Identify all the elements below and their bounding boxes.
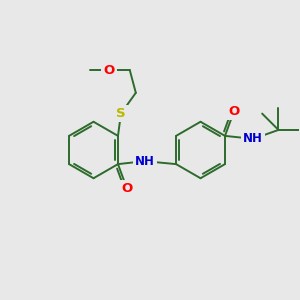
- Text: O: O: [121, 182, 133, 195]
- Text: O: O: [103, 64, 115, 77]
- Text: S: S: [116, 107, 126, 120]
- Text: O: O: [228, 105, 239, 118]
- Text: NH: NH: [135, 154, 155, 168]
- Text: NH: NH: [243, 132, 263, 146]
